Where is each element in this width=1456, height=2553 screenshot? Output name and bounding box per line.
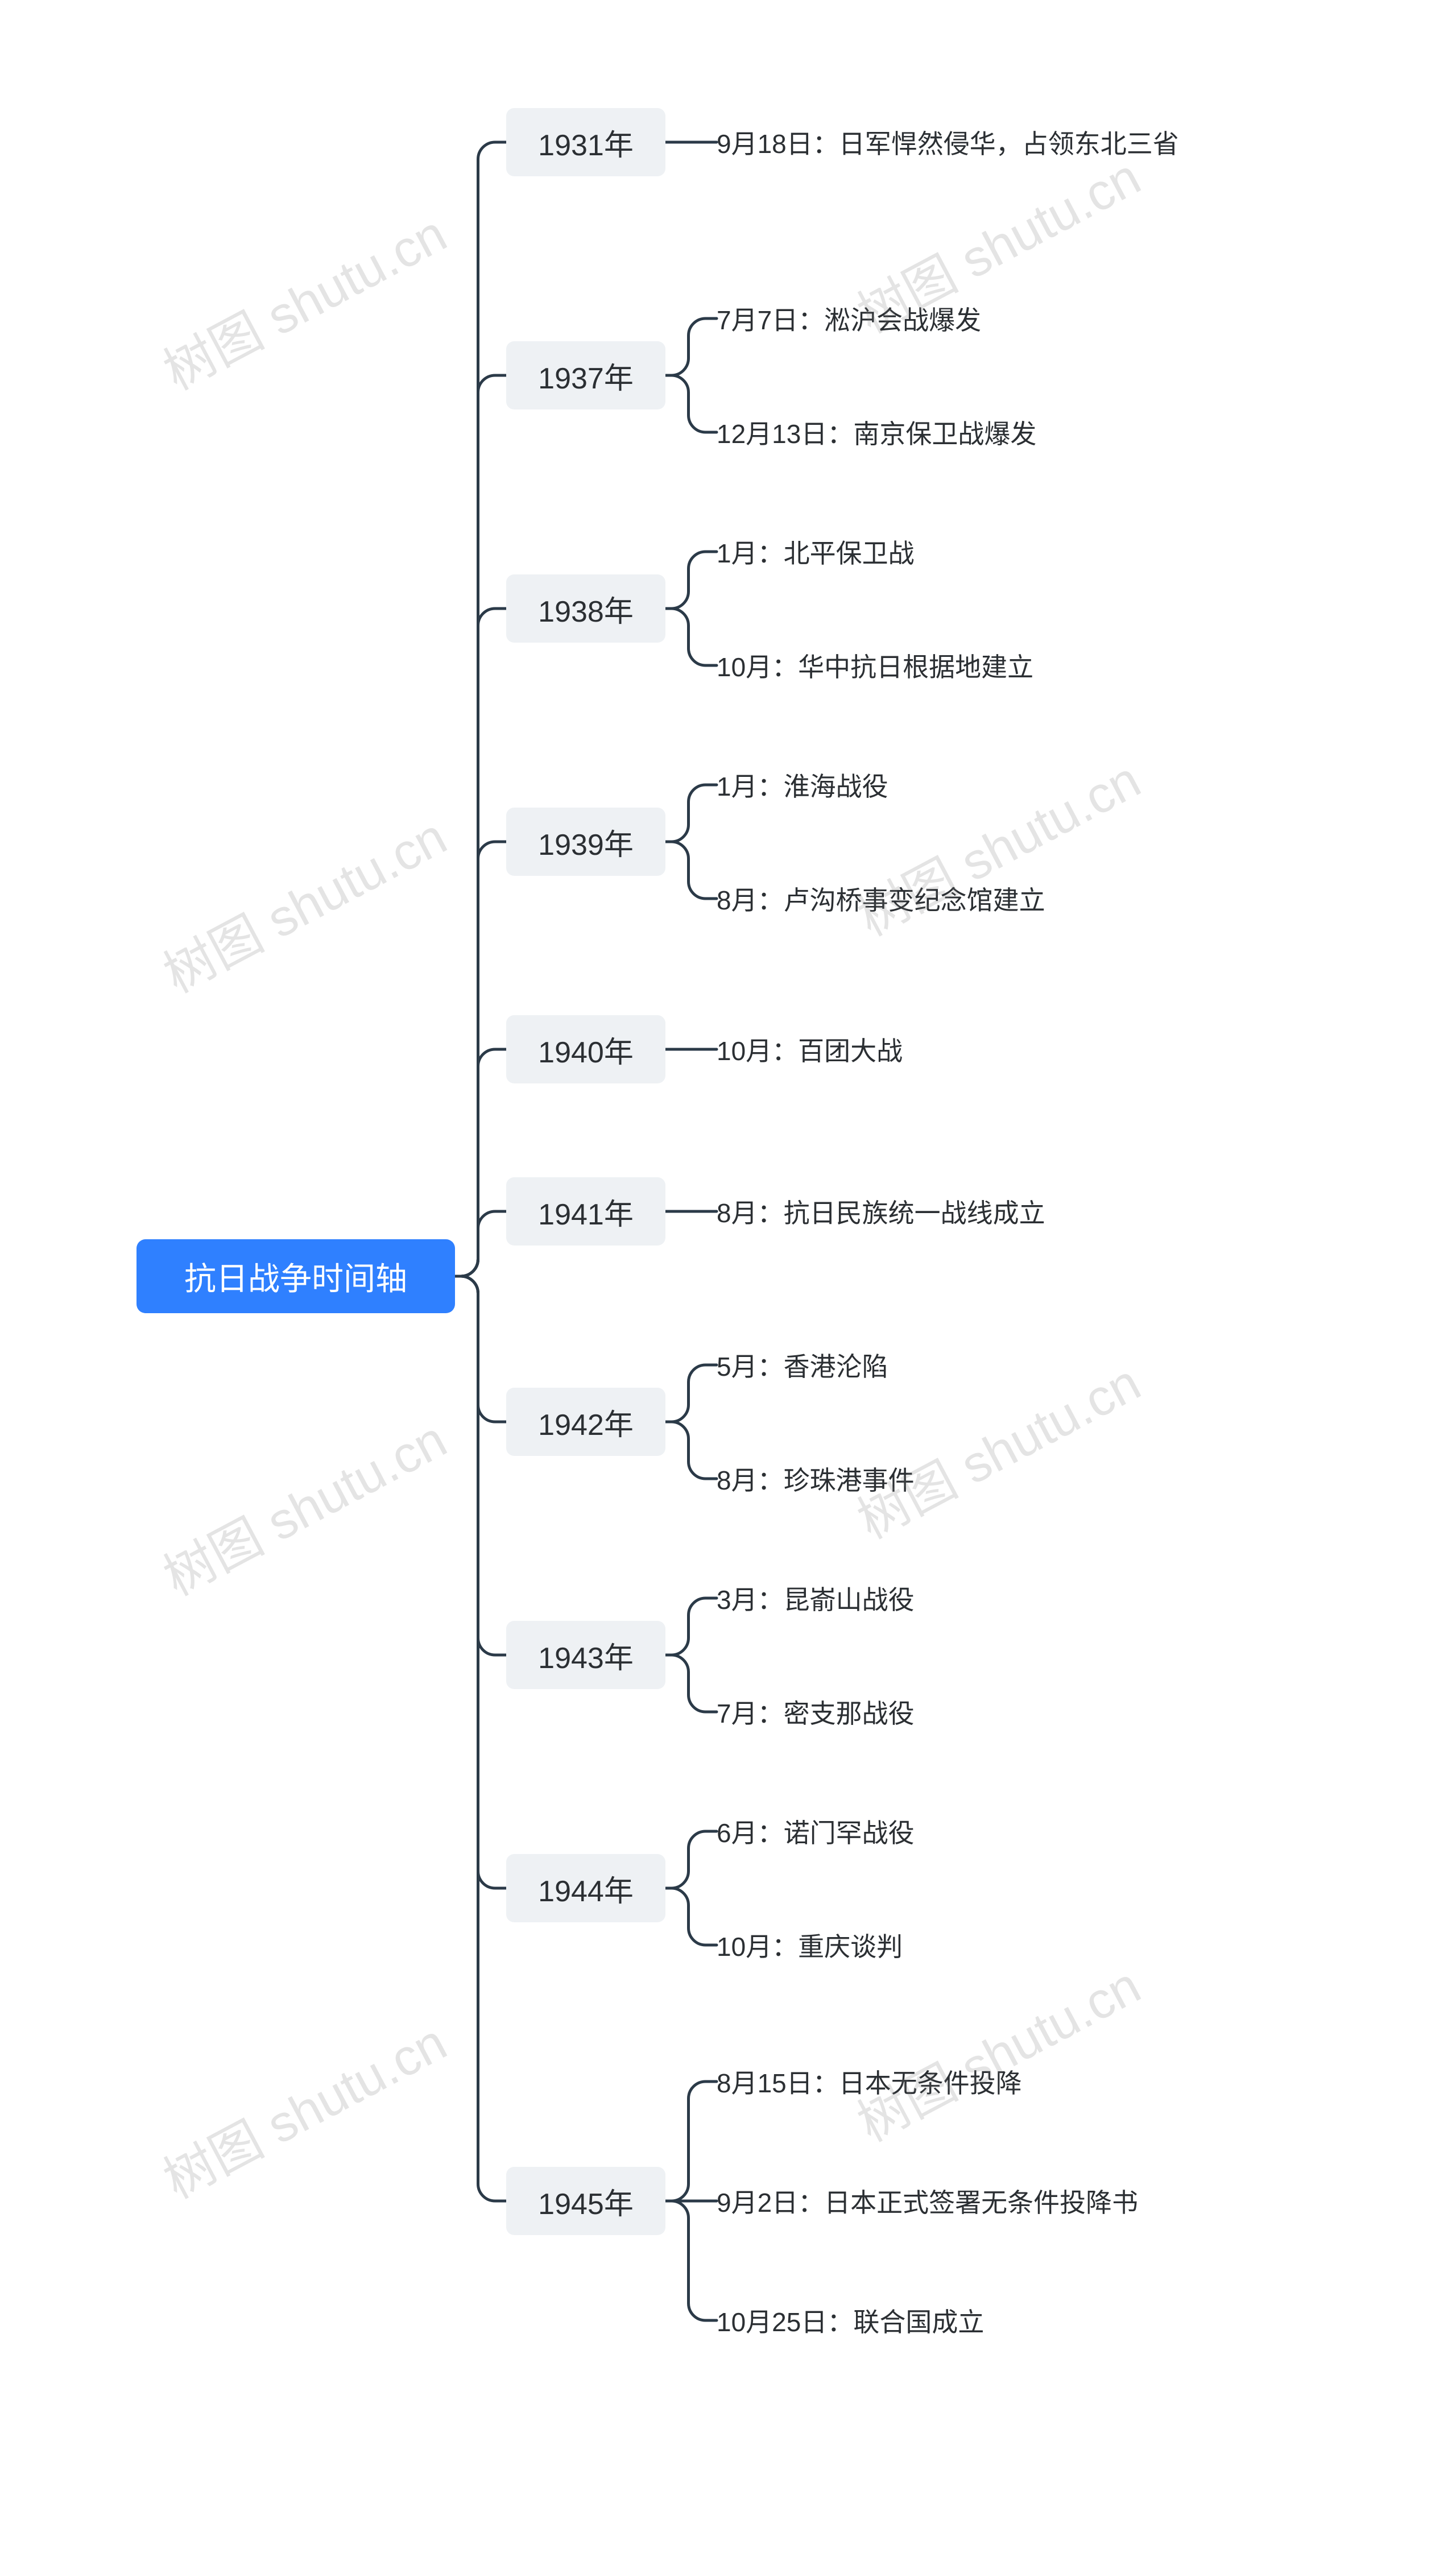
root-node: 抗日战争时间轴 xyxy=(136,1239,455,1313)
event-node: 10月：华中抗日根据地建立 xyxy=(717,649,1033,682)
event-node: 1月：淮海战役 xyxy=(717,768,888,801)
event-node: 7月：密支那战役 xyxy=(717,1695,915,1728)
year-node: 1943年 xyxy=(506,1621,665,1689)
year-node: 1939年 xyxy=(506,808,665,876)
mindmap-canvas: 抗日战争时间轴 1931年 9月18日：日军悍然侵华，占领东北三省 1937年 7月7日… xyxy=(0,0,1456,2553)
watermark: 树图 shutu.cn xyxy=(148,1399,457,1610)
year-node: 1941年 xyxy=(506,1177,665,1246)
event-node: 9月18日：日军悍然侵华，占领东北三省 xyxy=(717,126,1179,159)
watermark: 树图 shutu.cn xyxy=(148,796,457,1007)
watermark: 树图 shutu.cn xyxy=(842,739,1151,950)
event-node: 1月：北平保卫战 xyxy=(717,535,915,568)
year-node: 1940年 xyxy=(506,1015,665,1083)
year-node: 1931年 xyxy=(506,108,665,176)
year-node: 1938年 xyxy=(506,574,665,643)
event-node: 8月：卢沟桥事变纪念馆建立 xyxy=(717,882,1045,915)
watermark: 树图 shutu.cn xyxy=(148,2002,457,2213)
event-node: 5月：香港沦陷 xyxy=(717,1348,888,1381)
event-node: 8月：珍珠港事件 xyxy=(717,1462,915,1495)
year-node: 1937年 xyxy=(506,341,665,409)
event-node: 10月：百团大战 xyxy=(717,1033,903,1066)
event-node: 10月：重庆谈判 xyxy=(717,1929,903,1962)
event-node: 10月25日：联合国成立 xyxy=(717,2304,984,2337)
year-node: 1942年 xyxy=(506,1388,665,1456)
event-node: 8月：抗日民族统一战线成立 xyxy=(717,1195,1045,1228)
event-node: 12月13日：南京保卫战爆发 xyxy=(717,416,1036,449)
watermark: 树图 shutu.cn xyxy=(842,1945,1151,2156)
event-node: 9月2日：日本正式签署无条件投降书 xyxy=(717,2184,1138,2217)
watermark: 树图 shutu.cn xyxy=(148,193,457,404)
watermark: 树图 shutu.cn xyxy=(842,1342,1151,1553)
year-node: 1945年 xyxy=(506,2167,665,2235)
event-node: 6月：诺门罕战役 xyxy=(717,1815,915,1848)
event-node: 7月7日：淞沪会战爆发 xyxy=(717,302,981,335)
year-node: 1944年 xyxy=(506,1854,665,1922)
event-node: 8月15日：日本无条件投降 xyxy=(717,2065,1022,2098)
event-node: 3月：昆嵛山战役 xyxy=(717,1582,915,1615)
